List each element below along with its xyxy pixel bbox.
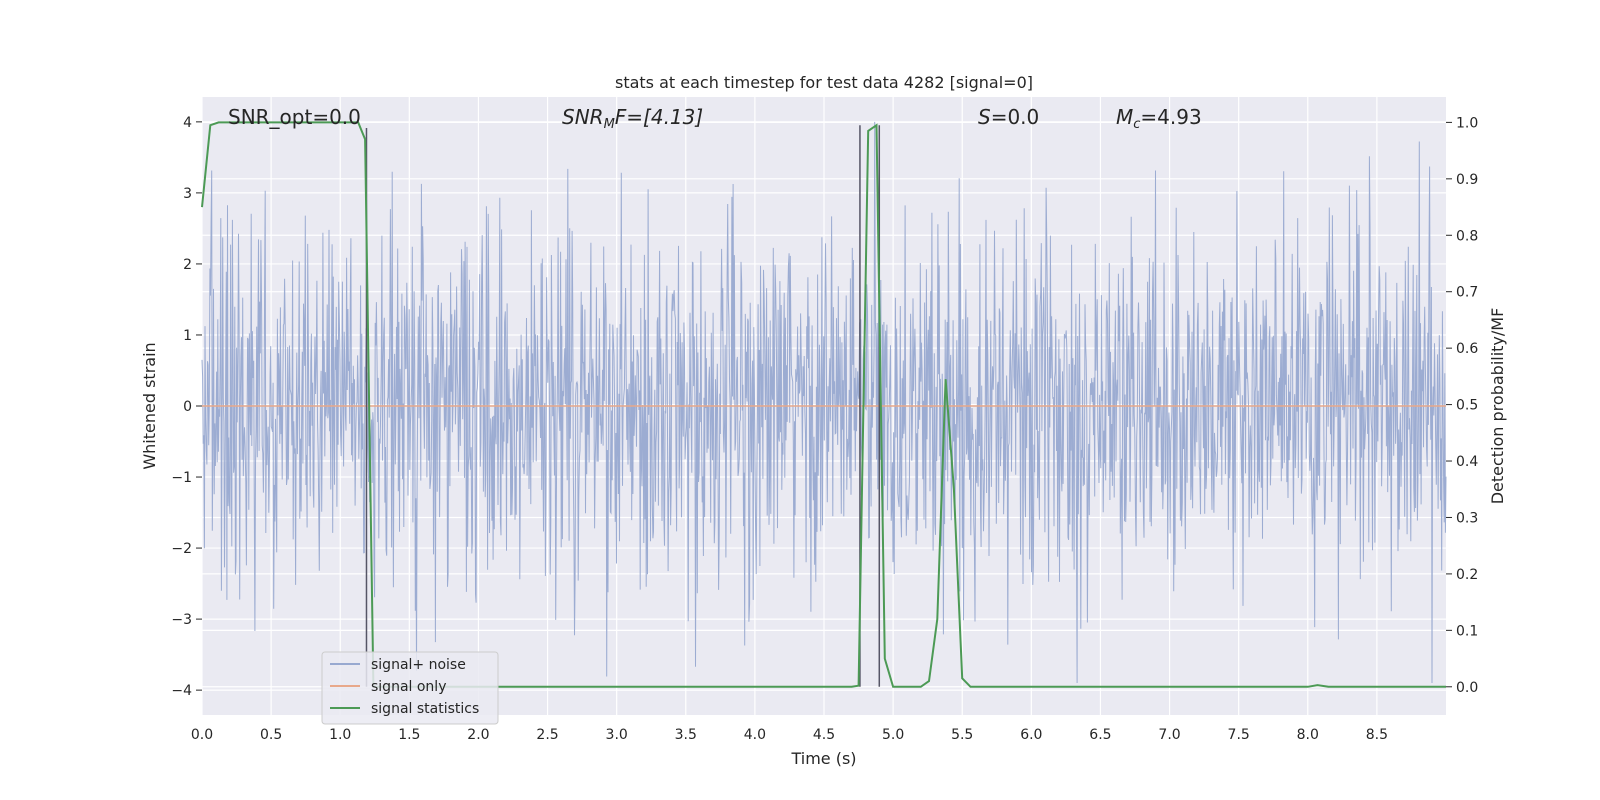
signal-noise-line <box>201 121 1447 684</box>
x-tick-label: 2.5 <box>536 727 558 743</box>
y-left-tick-label: 1 <box>183 328 192 344</box>
annotation-s: S=0.0 <box>978 105 1039 129</box>
annotation-mc-sub: c <box>1133 117 1140 132</box>
x-tick-label: 8.5 <box>1366 727 1388 743</box>
y-right-tick-label: 0.1 <box>1456 623 1478 639</box>
y-axis-right-label: Detection probability/MF <box>1488 308 1507 505</box>
y-axis-left-ticks: −4 −3 −2 −1 0 1 2 3 4 <box>171 115 202 699</box>
x-tick-label: 6.5 <box>1089 727 1111 743</box>
x-tick-label: 3.0 <box>606 727 628 743</box>
x-tick-label: 4.5 <box>813 727 835 743</box>
legend-box <box>321 651 499 725</box>
annotation-s-base: S <box>978 105 991 129</box>
x-tick-label: 0.5 <box>260 727 282 743</box>
x-tick-label: 3.5 <box>675 727 697 743</box>
x-tick-label: 2.0 <box>467 727 489 743</box>
annotation-mc: Mc=4.93 <box>1116 105 1202 132</box>
legend: signal+ noise signal only signal statist… <box>321 651 499 725</box>
x-tick-label: 6.0 <box>1020 727 1042 743</box>
series-signal-statistics <box>201 121 1446 688</box>
annotation-snr-mf-base: SNR <box>562 105 604 129</box>
annotation-mc-base: M <box>1116 105 1133 129</box>
y-right-tick-label: 0.8 <box>1456 228 1478 244</box>
y-right-tick-label: 0.4 <box>1456 454 1478 470</box>
chart-title: stats at each timestep for test data 428… <box>615 73 1033 92</box>
annotation-s-rest: =0.0 <box>991 105 1040 129</box>
y-left-tick-label: 2 <box>183 257 192 273</box>
y-left-tick-label: −3 <box>171 612 192 628</box>
x-axis-label: Time (s) <box>790 749 856 768</box>
annotation-mc-rest: =4.93 <box>1140 105 1201 129</box>
x-tick-label: 1.5 <box>398 727 420 743</box>
y-left-tick-label: 3 <box>183 186 192 202</box>
signal-statistics-line <box>201 121 1446 688</box>
y-right-tick-label: 0.3 <box>1456 510 1478 526</box>
x-tick-label: 1.0 <box>329 727 351 743</box>
x-tick-label: 5.5 <box>951 727 973 743</box>
y-left-tick-label: 4 <box>183 115 192 131</box>
y-right-tick-label: 0.0 <box>1456 680 1478 696</box>
annotation-snr-opt: SNR_opt=0.0 <box>228 105 361 129</box>
x-tick-label: 7.5 <box>1228 727 1250 743</box>
x-tick-label: 7.0 <box>1158 727 1180 743</box>
legend-entry-signal-only: signal only <box>371 679 446 695</box>
x-tick-label: 0.0 <box>191 727 213 743</box>
y-axis-left-label: Whitened strain <box>140 342 159 469</box>
y-right-tick-label: 0.2 <box>1456 567 1478 583</box>
x-tick-label: 4.0 <box>744 727 766 743</box>
legend-entry-signal-noise: signal+ noise <box>371 657 466 673</box>
y-left-tick-label: −1 <box>171 470 192 486</box>
y-right-tick-label: 1.0 <box>1456 115 1478 131</box>
y-right-tick-label: 0.7 <box>1456 285 1478 301</box>
annotation-snr-mf: SNRMF=[4.13] <box>562 105 703 132</box>
annotation-snr-mf-rest: F=[4.13] <box>615 105 703 129</box>
x-axis-ticks: 0.0 0.5 1.0 1.5 2.0 2.5 3.0 3.5 4.0 4.5 5.0 5.5 6.0 6… <box>191 727 1388 743</box>
y-axis-right-ticks: 0.0 0.1 0.2 0.3 0.4 0.5 0.6 0.7 0.8 0.9 1.0 <box>1446 115 1478 696</box>
x-tick-label: 5.0 <box>882 727 904 743</box>
y-left-tick-label: −2 <box>171 541 192 557</box>
y-right-tick-label: 0.9 <box>1456 172 1478 188</box>
y-left-tick-label: 0 <box>183 399 192 415</box>
y-left-tick-label: −4 <box>171 683 192 699</box>
y-right-tick-label: 0.5 <box>1456 398 1478 414</box>
annotation-snr-mf-sub: M <box>604 117 615 132</box>
y-right-tick-label: 0.6 <box>1456 341 1478 357</box>
x-tick-label: 8.0 <box>1297 727 1319 743</box>
legend-entry-signal-statistics: signal statistics <box>371 701 479 717</box>
series-signal-noise <box>201 121 1447 684</box>
